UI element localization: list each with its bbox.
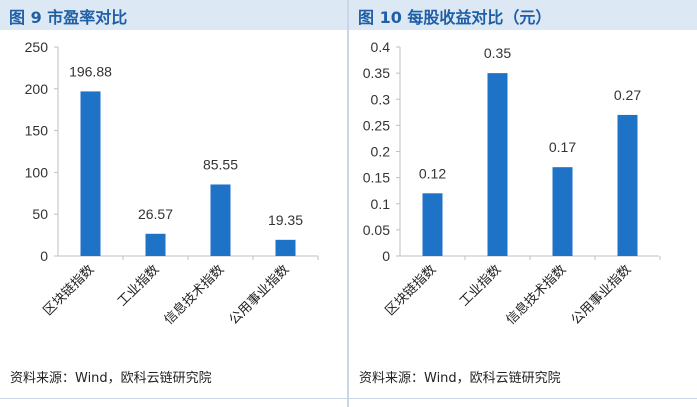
y-tick-label: 0.3 xyxy=(371,91,391,107)
y-tick-label: 100 xyxy=(25,164,49,180)
y-tick-label: 200 xyxy=(25,81,49,97)
eps-chart: 0 0.05 0.1 0.15 0.2 0.25 0.3 0.35 0.4 0.12 区块链指数 0.… xyxy=(363,39,661,328)
bar-value-label: 196.88 xyxy=(69,63,112,79)
y-tick-label: 0.35 xyxy=(363,65,390,81)
category-label: 公用事业指数 xyxy=(568,262,634,328)
category-label: 工业指数 xyxy=(456,262,503,309)
pe-ratio-chart: 0 50 100 150 200 250 196.88 区块链指数 26.57 工业指数 85.55… xyxy=(25,39,319,328)
eps-title-bar: 图 10 每股收益对比（元） xyxy=(349,0,697,30)
eps-panel: 图 10 每股收益对比（元） 0 0.05 0.1 0.15 0.2 0.25 0.3 0.3… xyxy=(349,0,697,407)
category-label: 公用事业指数 xyxy=(226,262,292,328)
y-tick-label: 0.15 xyxy=(363,170,390,186)
bar-value-label: 0.35 xyxy=(484,45,511,61)
category-label: 区块链指数 xyxy=(40,262,97,319)
category-label: 区块链指数 xyxy=(382,262,439,319)
y-tick-label: 0 xyxy=(40,248,48,264)
bar xyxy=(552,167,573,256)
bar xyxy=(617,114,638,256)
y-tick-label: 50 xyxy=(32,206,48,222)
y-tick-label: 0.1 xyxy=(371,196,391,212)
bar-value-label: 26.57 xyxy=(138,206,173,222)
bar xyxy=(487,73,508,256)
y-tick-label: 0.05 xyxy=(363,222,390,238)
eps-source-note: 资料来源：Wind，欧科云链研究院 xyxy=(359,371,561,386)
bar xyxy=(80,91,101,256)
bar-value-label: 0.12 xyxy=(419,165,446,181)
pe-ratio-source-note: 资料来源：Wind，欧科云链研究院 xyxy=(10,371,212,386)
y-tick-label: 0.4 xyxy=(371,39,391,55)
panel-divider xyxy=(347,0,349,407)
bar xyxy=(210,184,231,256)
bar-value-label: 0.27 xyxy=(614,87,641,103)
y-tick-label: 0.2 xyxy=(371,144,391,160)
bar xyxy=(275,239,296,256)
bar-value-label: 85.55 xyxy=(203,156,238,172)
category-label: 信息技术指数 xyxy=(503,262,569,328)
pe-ratio-panel: 图 9 市盈率对比 0 50 100 150 200 250 196.88 区块链指数 26.5… xyxy=(0,0,347,407)
pe-ratio-title: 图 9 市盈率对比 xyxy=(9,8,128,27)
category-label: 工业指数 xyxy=(114,262,161,309)
bottom-rule xyxy=(0,398,697,399)
bar-value-label: 19.35 xyxy=(268,212,303,228)
category-label: 信息技术指数 xyxy=(161,262,227,328)
y-tick-label: 0.25 xyxy=(363,117,390,133)
eps-title: 图 10 每股收益对比（元） xyxy=(358,8,552,27)
bar xyxy=(422,193,443,256)
y-tick-label: 250 xyxy=(25,39,49,55)
bar-value-label: 0.17 xyxy=(549,139,576,155)
y-tick-label: 0 xyxy=(382,248,390,264)
y-tick-label: 150 xyxy=(25,123,49,139)
pe-ratio-title-bar: 图 9 市盈率对比 xyxy=(0,0,347,30)
bar xyxy=(145,233,166,256)
